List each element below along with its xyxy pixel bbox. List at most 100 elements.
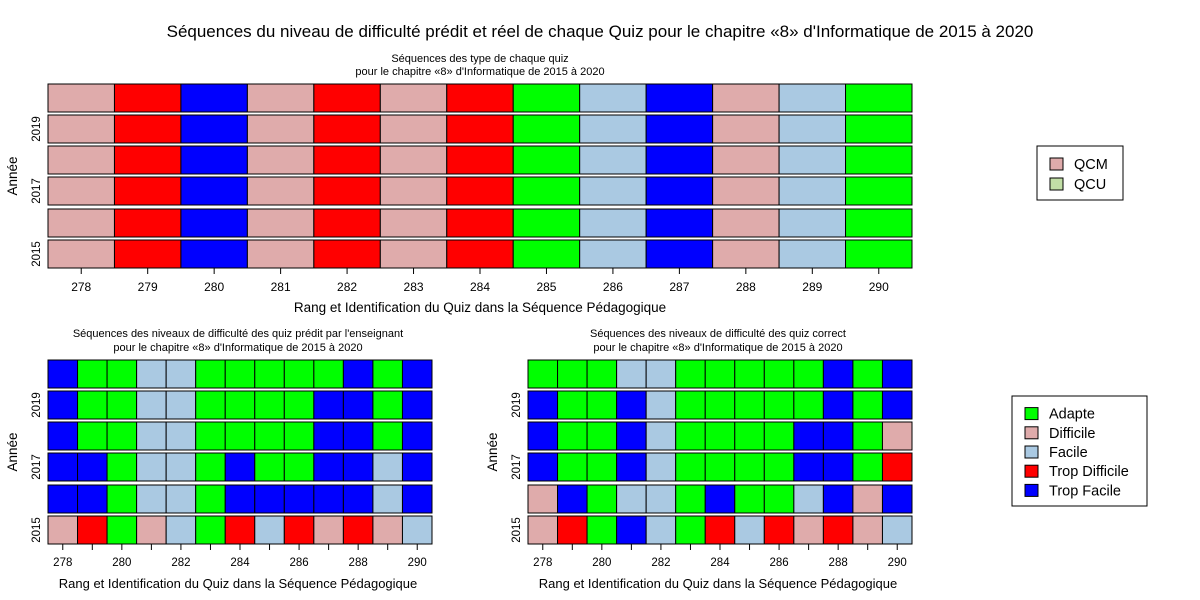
y-tick-label: 2015 xyxy=(511,517,523,543)
heatmap-cell xyxy=(675,515,706,545)
heatmap-cell xyxy=(645,176,714,206)
x-tick-label: 280 xyxy=(592,557,611,569)
heatmap-cell xyxy=(579,208,647,238)
legend-swatch xyxy=(1049,177,1064,191)
heatmap-cell xyxy=(372,484,403,514)
x-tick-label: 283 xyxy=(404,280,424,294)
heatmap-cell xyxy=(579,145,647,175)
heatmap-cell xyxy=(557,515,588,545)
heatmap-cell xyxy=(246,114,315,144)
heatmap-cell xyxy=(793,390,824,420)
y-axis-label: Année xyxy=(5,432,20,471)
heatmap-cell xyxy=(106,484,138,514)
heatmap-cell xyxy=(712,114,780,144)
heatmap-cell xyxy=(113,145,182,175)
heatmap-cell xyxy=(379,176,448,206)
heatmap-cell xyxy=(224,359,256,389)
heatmap-cell xyxy=(47,239,115,269)
heatmap-cell xyxy=(675,484,706,514)
heatmap-cell xyxy=(106,421,138,451)
chart-title-line-2: pour le chapitre «8» d'Informatique de 2… xyxy=(355,66,604,78)
heatmap-cell xyxy=(401,390,433,420)
heatmap-cell xyxy=(734,359,765,389)
heatmap-cell xyxy=(195,421,226,451)
heatmap-cell xyxy=(734,452,765,482)
x-axis-label: Rang et Identification du Quiz dans la S… xyxy=(539,576,897,591)
heatmap-cell xyxy=(712,176,780,206)
heatmap-cell xyxy=(313,208,381,238)
heatmap-cell xyxy=(616,390,647,420)
heatmap-cell xyxy=(372,359,403,389)
heatmap-cell xyxy=(557,484,588,514)
heatmap-cell xyxy=(763,359,795,389)
heatmap-cell xyxy=(77,515,108,545)
y-tick-label: 2015 xyxy=(31,241,43,267)
heatmap-cell xyxy=(224,421,256,451)
heatmap-cell xyxy=(446,114,514,144)
heatmap-cell xyxy=(734,421,765,451)
heatmap-cell xyxy=(254,359,285,389)
x-tick-label: 290 xyxy=(888,557,907,569)
heatmap-cell xyxy=(283,421,315,451)
legend-swatch xyxy=(1024,407,1039,421)
heatmap-cell xyxy=(446,145,514,175)
heatmap-cell xyxy=(77,452,108,482)
heatmap-cell xyxy=(313,515,344,545)
heatmap-cell xyxy=(165,421,197,451)
heatmap-cell xyxy=(675,390,706,420)
heatmap-cell xyxy=(675,452,706,482)
heatmap-cell xyxy=(527,359,559,389)
x-axis-label: Rang et Identification du Quiz dans la S… xyxy=(59,576,417,591)
heatmap-cell xyxy=(180,176,248,206)
heatmap-cell xyxy=(845,239,913,269)
heatmap-cell xyxy=(342,421,374,451)
heatmap-cell xyxy=(793,421,824,451)
heatmap-cell xyxy=(616,484,647,514)
heatmap-cell xyxy=(579,83,647,113)
y-axis-label: Année xyxy=(485,432,500,471)
x-tick-label: 284 xyxy=(470,280,490,294)
x-tick-label: 288 xyxy=(829,557,848,569)
heatmap-cell xyxy=(845,176,913,206)
heatmap-cell xyxy=(527,515,559,545)
heatmap-cell xyxy=(165,484,197,514)
heatmap-cell xyxy=(778,208,847,238)
x-tick-label: 278 xyxy=(533,557,552,569)
heatmap-cell xyxy=(195,390,226,420)
heatmap-cell xyxy=(401,359,433,389)
x-tick-label: 284 xyxy=(710,557,730,569)
heatmap-cell xyxy=(778,176,847,206)
heatmap-cell xyxy=(313,484,344,514)
heatmap-cell xyxy=(246,239,315,269)
heatmap-cell xyxy=(586,359,618,389)
y-axis-label: Année xyxy=(5,156,20,195)
legend-label: QCM xyxy=(1074,157,1108,173)
heatmap-cell xyxy=(47,176,115,206)
heatmap-cell xyxy=(372,421,403,451)
heatmap-cell xyxy=(283,390,315,420)
heatmap-cell xyxy=(512,145,581,175)
x-tick-label: 286 xyxy=(289,557,308,569)
heatmap-cell xyxy=(852,515,883,545)
heatmap-cell xyxy=(557,421,588,451)
heatmap-cell xyxy=(224,515,256,545)
heatmap-cell xyxy=(793,359,824,389)
heatmap-cell xyxy=(616,359,647,389)
heatmap-cell xyxy=(512,83,581,113)
legend-label: Trop Facile xyxy=(1049,483,1121,499)
heatmap-cell xyxy=(77,359,108,389)
heatmap-cell xyxy=(512,208,581,238)
heatmap-cell xyxy=(704,515,736,545)
heatmap-cell xyxy=(675,421,706,451)
heatmap-cell xyxy=(845,83,913,113)
figure-title: Séquences du niveau de difficulté prédit… xyxy=(167,22,1034,41)
heatmap-cell xyxy=(712,239,780,269)
heatmap-cell xyxy=(106,390,138,420)
heatmap-cell xyxy=(254,390,285,420)
heatmap-cell xyxy=(342,484,374,514)
heatmap-cell xyxy=(313,239,381,269)
heatmap-cell xyxy=(379,145,448,175)
heatmap-cell xyxy=(165,359,197,389)
heatmap-cell xyxy=(180,114,248,144)
x-tick-label: 280 xyxy=(204,280,224,294)
